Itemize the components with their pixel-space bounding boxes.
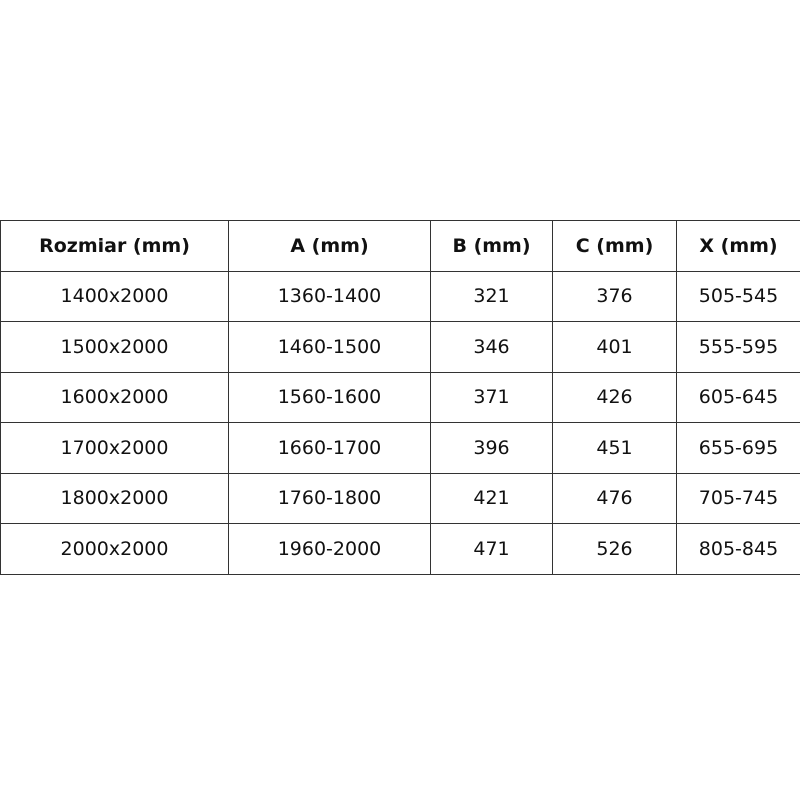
table-row: 1800x2000 1760-1800 421 476 705-745: [0, 472, 800, 524]
cell-c: 526: [552, 523, 677, 575]
cell-c: 451: [552, 422, 677, 474]
table-row: 1400x2000 1360-1400 321 376 505-545: [0, 270, 800, 322]
cell-a: 1360-1400: [228, 270, 431, 322]
cell-x: 505-545: [676, 270, 800, 322]
table-row: 1700x2000 1660-1700 396 451 655-695: [0, 422, 800, 474]
cell-x: 555-595: [676, 321, 800, 373]
header-x: X (mm): [676, 220, 800, 272]
cell-a: 1760-1800: [228, 472, 431, 524]
cell-b: 321: [430, 270, 553, 322]
cell-b: 396: [430, 422, 553, 474]
cell-rozmiar: 1500x2000: [0, 321, 229, 373]
cell-a: 1560-1600: [228, 371, 431, 423]
dimensions-table: Rozmiar (mm) A (mm) B (mm) C (mm) X (mm)…: [0, 220, 800, 575]
header-rozmiar: Rozmiar (mm): [0, 220, 229, 272]
cell-c: 401: [552, 321, 677, 373]
cell-c: 476: [552, 472, 677, 524]
cell-x: 805-845: [676, 523, 800, 575]
header-c: C (mm): [552, 220, 677, 272]
cell-x: 705-745: [676, 472, 800, 524]
cell-c: 376: [552, 270, 677, 322]
cell-a: 1960-2000: [228, 523, 431, 575]
cell-rozmiar: 1700x2000: [0, 422, 229, 474]
table-row: 1500x2000 1460-1500 346 401 555-595: [0, 321, 800, 373]
cell-rozmiar: 1800x2000: [0, 472, 229, 524]
cell-b: 421: [430, 472, 553, 524]
cell-a: 1460-1500: [228, 321, 431, 373]
cell-b: 346: [430, 321, 553, 373]
cell-rozmiar: 1600x2000: [0, 371, 229, 423]
cell-b: 471: [430, 523, 553, 575]
cell-rozmiar: 2000x2000: [0, 523, 229, 575]
header-row: Rozmiar (mm) A (mm) B (mm) C (mm) X (mm): [0, 220, 800, 272]
cell-c: 426: [552, 371, 677, 423]
header-b: B (mm): [430, 220, 553, 272]
table-row: 2000x2000 1960-2000 471 526 805-845: [0, 523, 800, 575]
cell-b: 371: [430, 371, 553, 423]
cell-a: 1660-1700: [228, 422, 431, 474]
cell-x: 655-695: [676, 422, 800, 474]
cell-x: 605-645: [676, 371, 800, 423]
header-a: A (mm): [228, 220, 431, 272]
table-row: 1600x2000 1560-1600 371 426 605-645: [0, 371, 800, 423]
cell-rozmiar: 1400x2000: [0, 270, 229, 322]
